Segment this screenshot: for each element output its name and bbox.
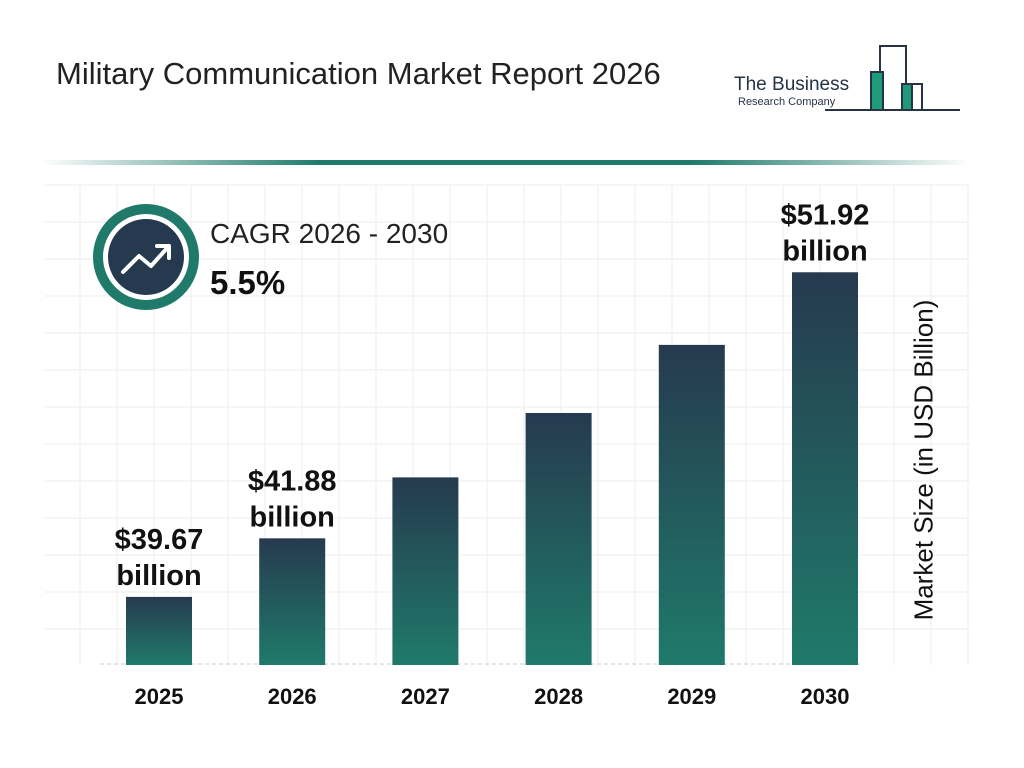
- x-tick-label: 2028: [534, 684, 583, 709]
- page-title: Military Communication Market Report 202…: [56, 56, 661, 91]
- trend-up-arrow-icon: [121, 244, 171, 274]
- logo: The Business Research Company: [730, 44, 970, 116]
- data-label: $39.67: [115, 524, 204, 556]
- logo-bars-icon: [825, 45, 960, 111]
- header-divider: [40, 160, 970, 165]
- data-label: billion: [116, 560, 201, 592]
- x-tick-label: 2027: [401, 684, 450, 709]
- x-tick-label: 2026: [268, 684, 317, 709]
- bar-2025: [126, 596, 192, 665]
- bar-2027: [392, 477, 459, 665]
- data-label: billion: [250, 501, 335, 533]
- cagr-label: CAGR 2026 - 2030: [210, 218, 449, 249]
- logo-subtext: Research Company: [738, 96, 836, 108]
- bar-2029: [658, 344, 725, 665]
- logo-text: The Business: [734, 74, 850, 95]
- x-tick-label: 2029: [667, 684, 716, 709]
- bar-2030: [792, 272, 858, 665]
- x-tick-label: 2030: [801, 684, 850, 709]
- y-axis-label: Market Size (in USD Billion): [908, 299, 939, 621]
- data-label: $41.88: [248, 465, 337, 497]
- data-label: billion: [782, 235, 867, 267]
- bar-2028: [525, 412, 592, 665]
- cagr-value: 5.5%: [210, 264, 286, 301]
- x-tick-label: 2025: [135, 684, 184, 709]
- bar-2026: [259, 538, 326, 665]
- cagr-badge: [93, 204, 199, 310]
- data-label: $51.92: [781, 199, 870, 231]
